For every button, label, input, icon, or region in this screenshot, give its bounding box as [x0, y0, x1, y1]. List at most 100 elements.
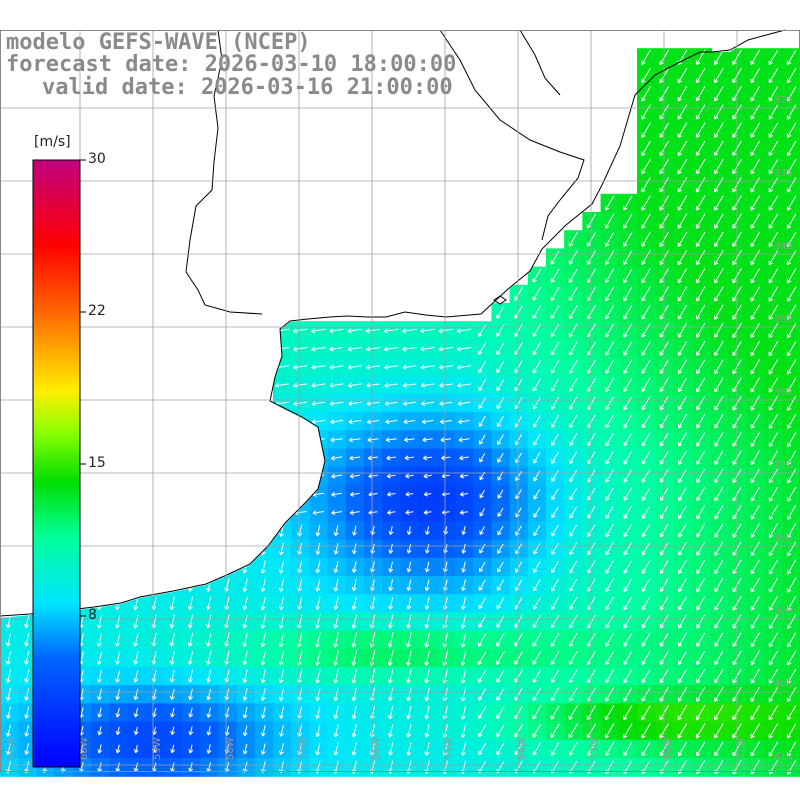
wind-arrow: [641, 505, 651, 520]
wind-arrow: [24, 688, 30, 701]
wind-arrow: [641, 487, 651, 501]
wind-arrow: [293, 401, 308, 407]
wind-arrow: [787, 577, 797, 593]
wind-arrow: [786, 158, 797, 175]
wind-arrow: [605, 305, 615, 320]
wind-arrow: [478, 378, 487, 392]
wind-arrow: [206, 707, 212, 718]
wind-arrow: [458, 419, 470, 425]
wind-arrow: [242, 706, 248, 719]
wind-arrow: [714, 741, 724, 757]
wind-arrow: [678, 450, 687, 465]
wind-arrow: [750, 505, 760, 520]
wind-arrow: [550, 250, 560, 265]
wind-arrow: [532, 597, 541, 610]
longitude-label: 53W: [590, 737, 601, 760]
wind-arrow: [260, 706, 266, 719]
wind-arrow: [366, 382, 380, 388]
wind-arrow: [768, 486, 779, 502]
wind-arrow: [551, 488, 559, 500]
wind-arrow: [406, 723, 412, 738]
wind-arrow: [641, 741, 651, 757]
wind-arrow: [496, 724, 505, 738]
wind-arrow: [406, 526, 412, 535]
wind-arrow: [387, 631, 394, 648]
wind-arrow: [695, 268, 706, 284]
wind-arrow: [24, 651, 30, 665]
wind-arrow: [424, 742, 430, 756]
wind-arrow: [97, 744, 103, 754]
wind-arrow: [768, 140, 779, 157]
wind-arrow: [623, 341, 633, 356]
wind-arrow: [404, 455, 415, 461]
wind-arrow: [750, 450, 760, 466]
wind-arrow: [385, 419, 398, 425]
wind-arrow: [349, 491, 360, 497]
wind-arrow: [315, 614, 321, 629]
wind-arrow: [260, 614, 266, 629]
wind-arrow: [515, 452, 523, 464]
wind-arrow: [605, 432, 614, 447]
wind-arrow: [496, 579, 505, 591]
wind-arrow: [623, 614, 633, 629]
wind-arrow: [460, 687, 467, 702]
longitude-label: 57W: [298, 737, 309, 760]
wind-arrow: [677, 231, 688, 248]
wind-arrow: [405, 509, 414, 515]
wind-arrow: [750, 704, 761, 721]
wind-arrow: [714, 686, 724, 702]
wind-arrow: [388, 597, 394, 610]
wind-arrow: [347, 364, 362, 370]
wind-arrow: [750, 231, 761, 248]
wind-arrow: [550, 669, 560, 683]
wind-arrow: [329, 401, 344, 407]
wind-arrow: [569, 542, 578, 556]
wind-arrow: [605, 286, 615, 302]
wind-arrow: [460, 668, 467, 684]
wind-arrow: [459, 509, 469, 515]
wind-arrow: [551, 524, 559, 537]
wind-arrow: [768, 359, 779, 375]
wind-arrow: [478, 669, 487, 683]
latitude-label: 32S: [774, 95, 793, 106]
wind-arrow: [315, 560, 321, 574]
longitude-label: 58W: [225, 737, 236, 760]
wind-arrow: [695, 286, 706, 302]
wind-arrow: [278, 560, 285, 574]
wind-arrow: [460, 632, 467, 648]
wind-arrow: [330, 455, 343, 461]
wind-arrow: [641, 414, 651, 429]
wind-arrow: [714, 122, 724, 138]
wind-arrow: [750, 686, 760, 702]
wind-arrow: [714, 104, 724, 120]
wind-arrow: [406, 579, 412, 592]
wind-arrow: [315, 742, 321, 756]
wind-arrow: [365, 328, 381, 334]
wind-arrow: [422, 455, 433, 461]
wind-arrow: [421, 419, 434, 425]
wind-arrow: [714, 286, 724, 302]
wind-arrow: [641, 49, 651, 66]
wind-arrow: [568, 232, 578, 247]
wind-arrow: [496, 415, 505, 428]
wind-arrow: [497, 543, 504, 554]
wind-arrow: [425, 526, 430, 535]
wind-arrow: [714, 395, 724, 411]
wind-arrow: [461, 561, 467, 573]
wind-arrow: [768, 505, 779, 520]
wind-arrow: [351, 668, 357, 684]
wind-arrow: [424, 723, 430, 738]
latitude-label: 37S: [774, 460, 793, 471]
colorbar-unit-label: [m/s]: [34, 134, 71, 150]
wind-arrow: [5, 687, 11, 701]
wind-arrow: [333, 578, 339, 592]
wind-arrow: [550, 286, 560, 302]
wind-arrow: [786, 286, 797, 302]
wind-arrow: [406, 687, 412, 702]
wind-arrow: [477, 650, 487, 666]
wind-arrow: [351, 724, 357, 738]
wind-arrow: [438, 346, 453, 352]
wind-arrow: [750, 650, 760, 666]
wind-arrow: [384, 382, 398, 388]
wind-arrow: [750, 468, 760, 484]
